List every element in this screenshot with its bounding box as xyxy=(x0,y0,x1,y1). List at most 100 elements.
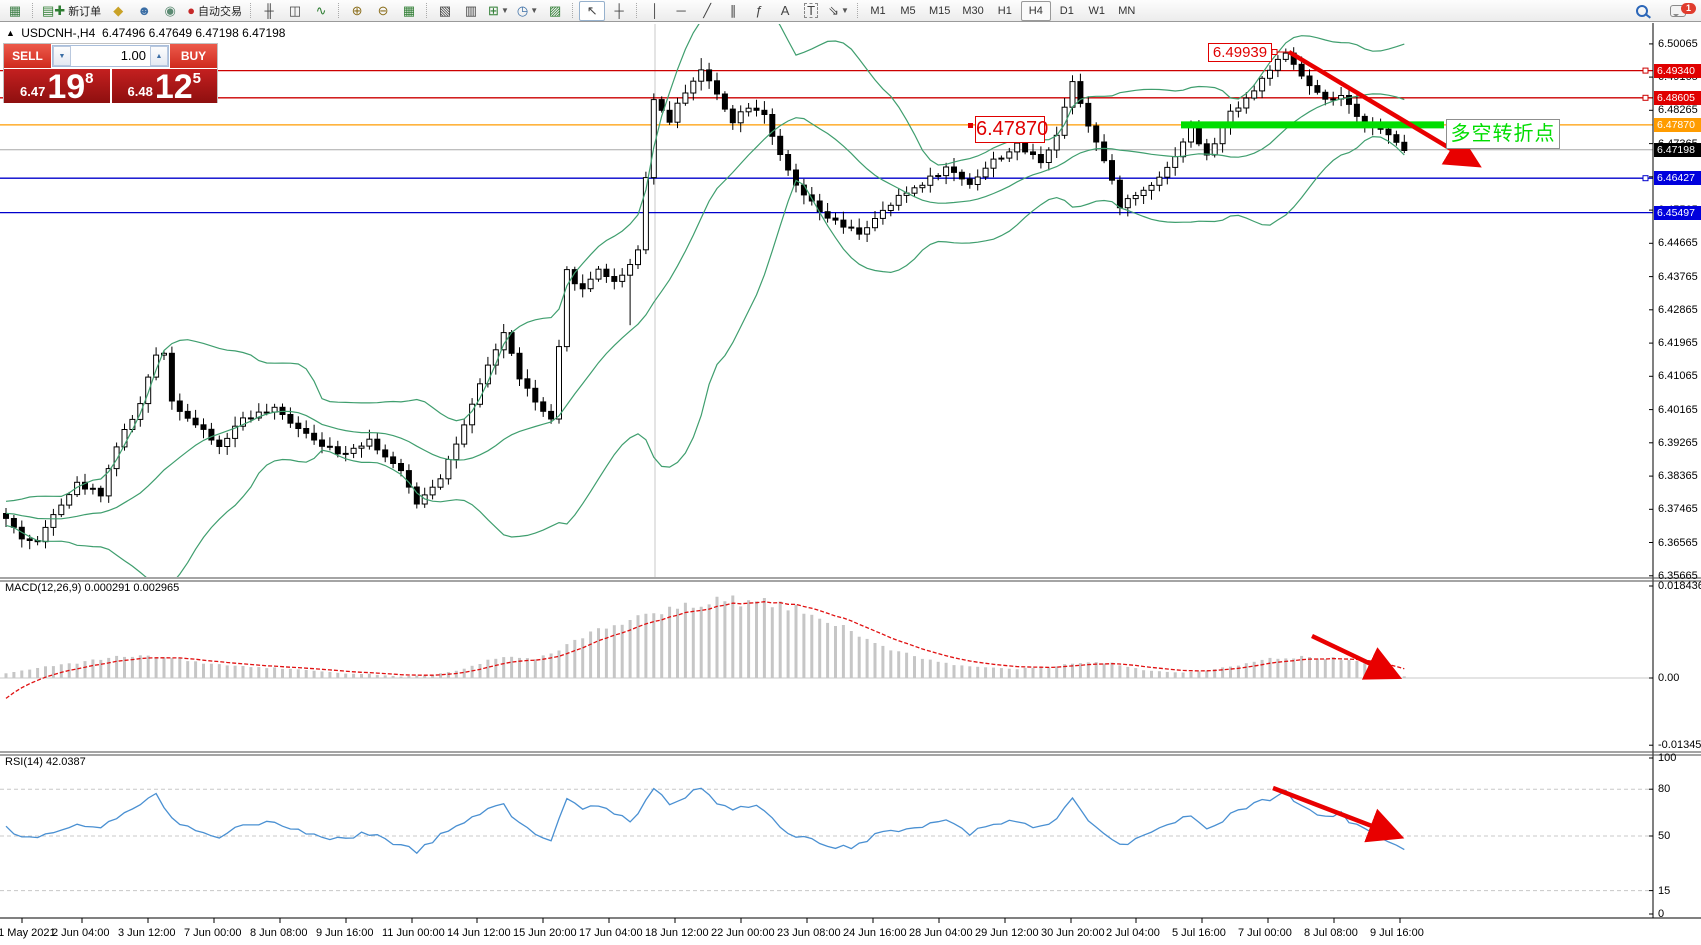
arrows-button[interactable]: ⇘ ▼ xyxy=(825,2,852,20)
trend-arrow[interactable] xyxy=(1272,785,1405,843)
toolbar-separator xyxy=(856,3,859,18)
timeframe-clock-button[interactable]: ◷ ▼ xyxy=(514,2,541,20)
text-button[interactable]: A xyxy=(773,2,797,20)
timeframe-mn[interactable]: MN xyxy=(1118,4,1136,17)
zoom-out-button[interactable]: ⊖ xyxy=(371,2,395,20)
candlestick-button[interactable]: ◫ xyxy=(283,2,307,20)
turning-point-note[interactable]: 多空转折点 xyxy=(1446,119,1560,149)
toolbar: ▦ ▤✚ 新订单 ◆ ☻ ◉ ● 自动交易 ╫ ◫ ∿ ⊕ ⊖ ▦ ▧ ▥ ⊞ ▼… xyxy=(0,0,1701,22)
time-axis-label: 14 Jun 12:00 xyxy=(447,927,511,939)
time-axis-label: 30 Jun 20:00 xyxy=(1041,927,1105,939)
high-price-annotation[interactable]: 6.49939 xyxy=(1208,43,1272,62)
rsi-pane[interactable] xyxy=(0,787,1653,892)
rsi-tick-label: 15 xyxy=(1658,885,1671,897)
price-tick-label: 6.39265 xyxy=(1658,437,1698,449)
bid-price-sup: 8 xyxy=(85,70,94,87)
profile-button[interactable]: ☻ xyxy=(132,2,156,20)
chart-icon[interactable]: ▦ xyxy=(3,2,27,20)
timeframe-h1[interactable]: H1 xyxy=(997,4,1012,17)
bid-price-big: 19 xyxy=(47,68,86,106)
sell-button[interactable]: SELL xyxy=(4,44,51,68)
price-badge: 6.46427 xyxy=(1654,171,1701,185)
vertical-line-button[interactable]: │ xyxy=(643,2,667,20)
templates-icon: ▨ xyxy=(548,3,562,18)
styles-icon: ◆ xyxy=(113,3,124,18)
horizontal-line-icon: ─ xyxy=(676,3,686,18)
bar-chart-icon: ╫ xyxy=(264,3,274,18)
search-button[interactable] xyxy=(1630,2,1654,20)
tile-windows-button[interactable]: ▦ xyxy=(397,2,421,20)
symbol-name: USDCNH-,H4 xyxy=(21,26,96,40)
timeframe-m30[interactable]: M30 xyxy=(962,4,984,17)
volume-control: ▼ 1.00 ▲ xyxy=(52,45,169,67)
buy-button[interactable]: BUY xyxy=(170,44,217,68)
chart-icon: ▦ xyxy=(8,3,22,18)
new-chart-button[interactable]: ▧ xyxy=(433,2,457,20)
time-axis-label: 22 Jun 00:00 xyxy=(711,927,775,939)
auto-trading-button[interactable]: ● 自动交易 xyxy=(184,2,245,20)
timeframe-h4[interactable]: H4 xyxy=(1020,0,1051,21)
price-tick-label: 6.50065 xyxy=(1658,38,1698,50)
timeframe-d1[interactable]: D1 xyxy=(1059,4,1074,17)
trade-panel-prices: 6.47 19 8 6.48 12 5 xyxy=(4,68,218,106)
chart-title: ▲ USDCNH-,H4 6.47496 6.47649 6.47198 6.4… xyxy=(6,26,285,40)
cursor-button[interactable]: ↖ xyxy=(579,0,606,21)
toolbar-right-group: 1 xyxy=(1629,2,1696,20)
auto-trading-icon: ● xyxy=(187,3,196,18)
timeframe-w1[interactable]: W1 xyxy=(1088,4,1106,17)
new-order-button[interactable]: ▤✚ 新订单 xyxy=(39,2,104,20)
signal-button[interactable]: ◉ xyxy=(158,2,182,20)
zoom-in-button[interactable]: ⊕ xyxy=(345,2,369,20)
main-pane[interactable] xyxy=(0,0,1653,589)
ask-price-small: 6.48 xyxy=(127,84,153,99)
data-window-button[interactable]: ▥ xyxy=(459,2,483,20)
macd-histogram xyxy=(4,595,1406,678)
annotation-handle[interactable] xyxy=(1271,49,1278,55)
trendline-button[interactable]: ╱ xyxy=(695,2,719,20)
add-indicator-button[interactable]: ⊞ ▼ xyxy=(485,2,512,20)
rsi-tick-label: 100 xyxy=(1658,752,1677,764)
bar-chart-button[interactable]: ╫ xyxy=(257,2,281,20)
templates-button[interactable]: ▨ xyxy=(543,2,567,20)
candlestick-icon: ◫ xyxy=(288,3,302,18)
macd-pane[interactable] xyxy=(0,595,1653,699)
ask-price[interactable]: 6.48 12 5 xyxy=(109,69,218,104)
time-axis-label: 23 Jun 08:00 xyxy=(777,927,841,939)
label-button[interactable]: T xyxy=(799,2,823,20)
line-chart-icon: ∿ xyxy=(315,3,327,18)
timeframe-m1[interactable]: M1 xyxy=(870,4,886,17)
chat-button[interactable]: 1 xyxy=(1666,2,1696,20)
channel-icon: ∥ xyxy=(729,3,737,18)
price-tick-label: 6.44665 xyxy=(1658,237,1698,249)
line-handle[interactable] xyxy=(1642,94,1649,101)
timeframe-m5[interactable]: M5 xyxy=(900,4,916,17)
price-tick-label: 6.38365 xyxy=(1658,470,1698,482)
line-handle[interactable] xyxy=(1642,67,1649,74)
crosshair-button[interactable]: ┼ xyxy=(607,2,631,20)
chevron-down-icon: ▼ xyxy=(841,6,849,15)
price-badge: 6.49340 xyxy=(1654,64,1701,78)
chevron-down-icon: ▼ xyxy=(530,6,539,15)
channel-button[interactable]: ∥ xyxy=(721,2,745,20)
annotation-handle[interactable] xyxy=(968,123,973,128)
price-badge: 6.45497 xyxy=(1654,206,1701,220)
volume-input[interactable]: 1.00 xyxy=(120,48,146,63)
horizontal-line-button[interactable]: ─ xyxy=(669,2,693,20)
trade-panel-top: SELL ▼ 1.00 ▲ BUY xyxy=(4,44,217,68)
volume-down-button[interactable]: ▼ xyxy=(53,46,71,66)
trend-arrow[interactable] xyxy=(1311,633,1403,680)
fibonacci-button[interactable]: ƒ xyxy=(747,2,771,20)
price-tick-label: 6.41965 xyxy=(1658,337,1698,349)
new-order-icon: ▤✚ xyxy=(42,3,66,18)
line-chart-button[interactable]: ∿ xyxy=(309,2,333,20)
bid-price[interactable]: 6.47 19 8 xyxy=(4,68,110,106)
trend-arrow[interactable] xyxy=(1287,50,1482,168)
auto-trading-label: 自动交易 xyxy=(198,5,243,18)
price-badge: 6.48605 xyxy=(1654,91,1701,105)
timeframe-m15[interactable]: M15 xyxy=(928,4,951,17)
styles-button[interactable]: ◆ xyxy=(106,2,130,20)
line-handle[interactable] xyxy=(1642,175,1649,182)
volume-up-button[interactable]: ▲ xyxy=(150,46,168,66)
level-price-annotation[interactable]: 6.47870 xyxy=(975,116,1048,143)
